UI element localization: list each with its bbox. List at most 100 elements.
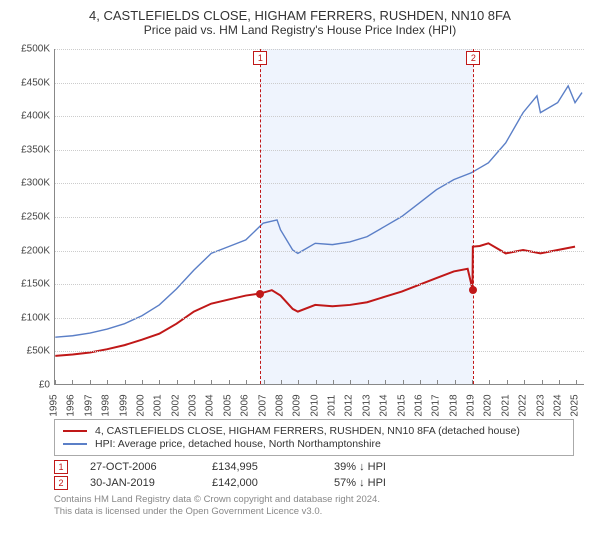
xtick-label: 2004 [205, 394, 216, 416]
marker-pct-vs-hpi: 57% ↓ HPI [334, 477, 386, 489]
xtick-label: 1998 [101, 394, 112, 416]
xtick-label: 2010 [309, 394, 320, 416]
marker-table-badge: 1 [54, 460, 68, 474]
chart-container: 4, CASTLEFIELDS CLOSE, HIGHAM FERRERS, R… [0, 0, 600, 560]
xtick-label: 2000 [135, 394, 146, 416]
xtick-label: 2015 [396, 394, 407, 416]
legend: 4, CASTLEFIELDS CLOSE, HIGHAM FERRERS, R… [54, 419, 574, 456]
xtick [55, 380, 56, 384]
legend-item: 4, CASTLEFIELDS CLOSE, HIGHAM FERRERS, R… [63, 425, 565, 437]
xtick [333, 380, 334, 384]
xtick [211, 380, 212, 384]
xtick-label: 1999 [118, 394, 129, 416]
xtick-label: 1997 [83, 394, 94, 416]
gridline-h [55, 251, 584, 252]
footnote: Contains HM Land Registry data © Crown c… [54, 494, 590, 518]
ytick-label: £350K [10, 144, 50, 155]
xtick [524, 380, 525, 384]
xtick-label: 2016 [413, 394, 424, 416]
marker-date: 30-JAN-2019 [90, 477, 190, 489]
sale-marker-dot [469, 286, 477, 294]
chart-title: 4, CASTLEFIELDS CLOSE, HIGHAM FERRERS, R… [10, 8, 590, 23]
xtick [107, 380, 108, 384]
ytick-label: £200K [10, 245, 50, 256]
xtick-label: 2001 [153, 394, 164, 416]
xtick-label: 1995 [49, 394, 60, 416]
xtick [159, 380, 160, 384]
xtick-label: 2012 [344, 394, 355, 416]
gridline-h [55, 116, 584, 117]
xtick [368, 380, 369, 384]
xtick-label: 2008 [274, 394, 285, 416]
xtick-label: 2017 [431, 394, 442, 416]
marker-table-badge: 2 [54, 476, 68, 490]
xtick [403, 380, 404, 384]
legend-label: 4, CASTLEFIELDS CLOSE, HIGHAM FERRERS, R… [95, 425, 520, 437]
xtick-label: 2014 [379, 394, 390, 416]
xtick-label: 2009 [292, 394, 303, 416]
xtick-label: 2020 [483, 394, 494, 416]
sale-marker-dot [256, 290, 264, 298]
xtick [559, 380, 560, 384]
legend-item: HPI: Average price, detached house, Nort… [63, 438, 565, 450]
marker-date: 27-OCT-2006 [90, 461, 190, 473]
sale-marker-line [473, 49, 474, 384]
xtick-label: 2024 [552, 394, 563, 416]
ytick-label: £50K [10, 346, 50, 357]
xtick-label: 2007 [257, 394, 268, 416]
xtick [350, 380, 351, 384]
xtick-label: 2018 [448, 394, 459, 416]
xtick [281, 380, 282, 384]
series-property [55, 243, 575, 356]
gridline-h [55, 351, 584, 352]
ytick-label: £100K [10, 312, 50, 323]
chart-subtitle: Price paid vs. HM Land Registry's House … [10, 23, 590, 37]
legend-swatch [63, 443, 87, 445]
xtick [177, 380, 178, 384]
gridline-h [55, 83, 584, 84]
xtick [437, 380, 438, 384]
xtick [125, 380, 126, 384]
xtick [455, 380, 456, 384]
xtick-label: 2006 [240, 394, 251, 416]
xtick [264, 380, 265, 384]
xtick [298, 380, 299, 384]
gridline-h [55, 284, 584, 285]
xtick [420, 380, 421, 384]
marker-table-row: 1 27-OCT-2006 £134,995 39% ↓ HPI [54, 460, 590, 474]
xtick [229, 380, 230, 384]
xtick-label: 2025 [570, 394, 581, 416]
xtick [194, 380, 195, 384]
legend-label: HPI: Average price, detached house, Nort… [95, 438, 381, 450]
xtick [72, 380, 73, 384]
marker-pct-vs-hpi: 39% ↓ HPI [334, 461, 386, 473]
legend-swatch [63, 430, 87, 432]
xtick-label: 2019 [466, 394, 477, 416]
gridline-h [55, 49, 584, 50]
xtick [507, 380, 508, 384]
ytick-label: £0 [10, 380, 50, 391]
ytick-label: £500K [10, 44, 50, 55]
xtick [316, 380, 317, 384]
xtick [576, 380, 577, 384]
footnote-line: This data is licensed under the Open Gov… [54, 506, 590, 518]
series-hpi [55, 86, 582, 337]
ytick-label: £300K [10, 178, 50, 189]
xtick [489, 380, 490, 384]
gridline-h [55, 318, 584, 319]
xtick [246, 380, 247, 384]
xtick [142, 380, 143, 384]
xtick-label: 2005 [222, 394, 233, 416]
xtick-label: 2021 [500, 394, 511, 416]
xtick-label: 2002 [170, 394, 181, 416]
sale-marker-line [260, 49, 261, 384]
marker-table-row: 2 30-JAN-2019 £142,000 57% ↓ HPI [54, 476, 590, 490]
xtick [542, 380, 543, 384]
ytick-label: £150K [10, 279, 50, 290]
marker-price: £142,000 [212, 477, 312, 489]
xtick-label: 1996 [66, 394, 77, 416]
sale-marker-box: 2 [466, 51, 480, 65]
marker-price: £134,995 [212, 461, 312, 473]
xtick-label: 2013 [361, 394, 372, 416]
xtick-label: 2023 [535, 394, 546, 416]
